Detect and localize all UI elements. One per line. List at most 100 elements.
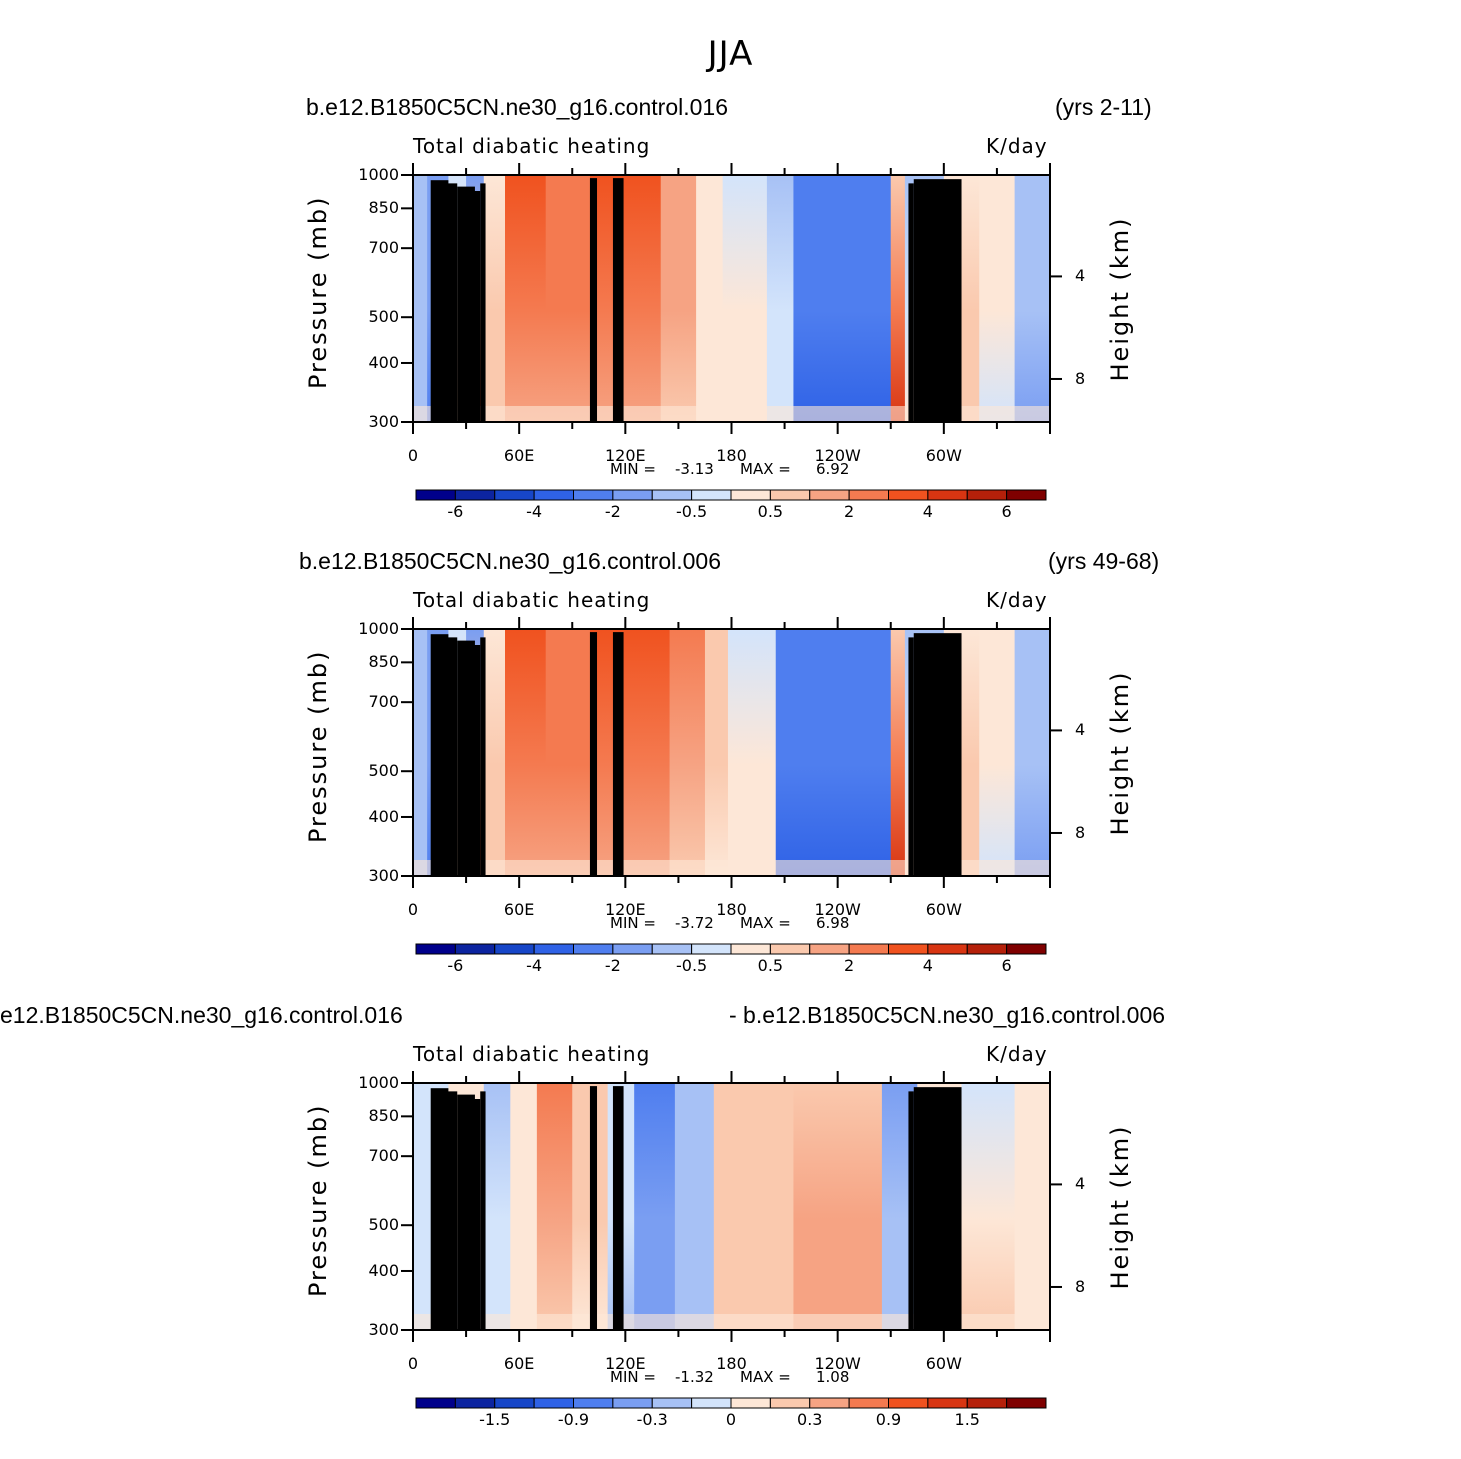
topography — [908, 1091, 914, 1330]
topography — [913, 179, 962, 422]
y-tick-label: 400 — [368, 1260, 399, 1280]
height-tick-label: 4 — [1075, 266, 1086, 286]
min-label: MIN = — [610, 914, 656, 932]
colorbar-swatch — [494, 1397, 535, 1409]
topography — [612, 632, 624, 876]
height-tick-label: 4 — [1075, 1174, 1086, 1194]
colorbar-swatch — [454, 1397, 496, 1409]
colorbar — [415, 489, 1047, 501]
colorbar-label: 0.5 — [757, 956, 784, 975]
colorbar-label: -1.5 — [479, 1410, 511, 1429]
surface-layer — [413, 1314, 1050, 1330]
topography — [612, 1086, 624, 1330]
topography — [436, 1091, 458, 1330]
contour-band — [669, 629, 706, 876]
colorbar-label: 1.5 — [954, 1410, 980, 1429]
colorbar — [415, 1397, 1047, 1409]
units-label: K/day — [986, 588, 1048, 612]
x-tick-label: 120W — [814, 1354, 861, 1373]
x-tick-label: 60W — [925, 900, 962, 919]
x-tick-label: 180 — [716, 1354, 747, 1373]
colorbar-label: 6 — [1001, 502, 1012, 521]
contour-band — [589, 175, 662, 422]
colorbar-swatch — [888, 1397, 929, 1409]
topography — [913, 1087, 962, 1330]
contour-plot — [401, 1071, 1062, 1342]
contour-band — [545, 629, 591, 876]
contour-band — [536, 1083, 573, 1330]
contour-band — [1014, 1083, 1051, 1330]
colorbar-label: 0 — [725, 1410, 737, 1429]
colorbar-label: 4 — [922, 956, 933, 975]
y-tick-label: 300 — [368, 866, 399, 885]
colorbar-swatch — [809, 1397, 850, 1409]
topography — [612, 178, 624, 422]
topography — [908, 183, 914, 422]
field-label: Total diabatic heating — [413, 588, 651, 612]
colorbar-label: -6 — [447, 502, 464, 521]
topography — [462, 644, 481, 876]
height-tick-label: 8 — [1075, 368, 1086, 388]
units-label: K/day — [986, 1042, 1048, 1066]
min-label: MIN = — [610, 460, 656, 478]
min-label: MIN = — [610, 1368, 656, 1386]
y-tick-label: 500 — [368, 1215, 399, 1235]
colorbar-swatch — [612, 1397, 653, 1409]
contour-band — [413, 629, 428, 876]
contour-band — [510, 1083, 538, 1330]
panel-2: b.e12.B1850C5CN.ne30_g16.control.006 (yrs… — [0, 454, 1461, 975]
panel-3: e12.B1850C5CN.ne30_g16.control.016 - b.e1… — [0, 908, 1461, 1429]
surface-layer — [413, 860, 1050, 876]
contour-band — [727, 629, 777, 876]
topography — [436, 637, 458, 876]
y-tick-label: 500 — [368, 307, 399, 327]
colorbar-swatch — [730, 1397, 771, 1409]
x-tick-label: 120W — [814, 900, 861, 919]
colorbar-swatch — [651, 1397, 693, 1409]
colorbar-swatch — [848, 1397, 889, 1409]
max-value: 6.98 — [816, 914, 850, 932]
max-label: MAX = — [740, 914, 791, 932]
min-value: -1.32 — [675, 1368, 714, 1386]
height-tick-label: 8 — [1075, 1276, 1086, 1296]
y-tick-label: 700 — [368, 692, 399, 712]
colorbar-label: -0.3 — [636, 1410, 668, 1429]
max-value: 6.92 — [816, 460, 850, 478]
colorbar-label: 0.5 — [757, 502, 784, 521]
max-value: 1.08 — [816, 1368, 850, 1386]
case-name-right: - b.e12.B1850C5CN.ne30_g16.control.006 — [729, 1002, 1166, 1028]
y-tick-label: 850 — [368, 198, 399, 218]
colorbar-label: 6 — [1001, 956, 1012, 975]
colorbar-swatch — [966, 1397, 1008, 1409]
y-tick-label: 1000 — [358, 1073, 399, 1092]
x-tick-label: 60W — [925, 1354, 962, 1373]
max-label: MAX = — [740, 1368, 791, 1386]
y-tick-label: 850 — [368, 652, 399, 672]
contour-band — [1014, 175, 1051, 422]
y-tick-label: 300 — [368, 412, 399, 431]
colorbar-label: 2 — [844, 956, 855, 975]
x-tick-label: 60E — [503, 1354, 535, 1373]
topography — [913, 633, 962, 876]
surface-layer — [413, 406, 1050, 422]
max-label: MAX = — [740, 460, 791, 478]
case-name-left: e12.B1850C5CN.ne30_g16.control.016 — [0, 1002, 403, 1028]
height-tick-label: 4 — [1075, 720, 1086, 740]
y-tick-label: 400 — [368, 806, 399, 826]
x-tick-label: 60E — [503, 446, 535, 465]
contour-band — [505, 629, 547, 876]
contour-band — [674, 1083, 715, 1330]
y-tick-label: 700 — [368, 238, 399, 258]
contour-band — [589, 629, 671, 876]
contour-band — [483, 629, 506, 876]
case-name-left: b.e12.B1850C5CN.ne30_g16.control.006 — [299, 548, 721, 574]
contour-band — [660, 175, 697, 422]
min-value: -3.72 — [675, 914, 714, 932]
y-tick-label: 1000 — [358, 619, 399, 638]
colorbar-label: -2 — [604, 956, 621, 975]
contour-band — [634, 1083, 676, 1330]
y-tick-label: 400 — [368, 352, 399, 372]
colorbar — [415, 943, 1047, 955]
contour-band — [961, 1083, 1016, 1330]
contour-band — [483, 175, 506, 422]
